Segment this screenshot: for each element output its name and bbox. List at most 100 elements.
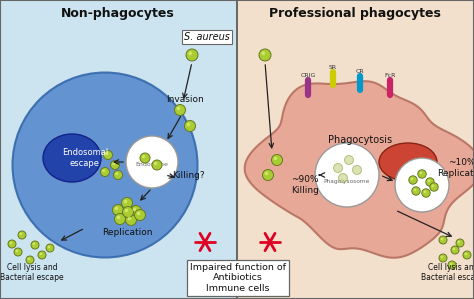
Circle shape	[450, 263, 452, 265]
Text: FcR: FcR	[384, 73, 396, 78]
Circle shape	[14, 248, 22, 256]
Circle shape	[418, 170, 426, 178]
Circle shape	[117, 216, 120, 219]
Circle shape	[430, 183, 438, 191]
Circle shape	[46, 244, 54, 252]
Circle shape	[40, 253, 42, 255]
Circle shape	[259, 49, 271, 61]
Circle shape	[456, 239, 464, 247]
Circle shape	[184, 120, 195, 132]
Circle shape	[128, 217, 131, 220]
Text: Endosome: Endosome	[136, 161, 168, 167]
Circle shape	[453, 248, 455, 250]
Circle shape	[334, 164, 343, 173]
Ellipse shape	[379, 143, 437, 181]
Text: Cell lysis and
Bacterial escape: Cell lysis and Bacterial escape	[421, 263, 474, 282]
Circle shape	[112, 162, 115, 165]
Circle shape	[121, 198, 133, 208]
Circle shape	[423, 190, 426, 193]
Circle shape	[463, 251, 471, 259]
Circle shape	[451, 246, 459, 254]
Circle shape	[261, 51, 265, 55]
Circle shape	[18, 231, 26, 239]
Circle shape	[187, 123, 190, 126]
Circle shape	[439, 236, 447, 244]
Circle shape	[102, 169, 105, 172]
Circle shape	[441, 238, 443, 240]
Circle shape	[16, 250, 18, 252]
Circle shape	[135, 210, 146, 220]
Circle shape	[122, 207, 134, 217]
Polygon shape	[245, 81, 474, 258]
Circle shape	[105, 152, 108, 155]
Text: Replication: Replication	[102, 228, 152, 237]
Circle shape	[47, 245, 50, 248]
Circle shape	[110, 161, 119, 170]
Text: S. aureus: S. aureus	[184, 32, 230, 42]
Circle shape	[272, 155, 283, 166]
Circle shape	[31, 241, 39, 249]
Text: Endosomal
escape: Endosomal escape	[62, 148, 108, 168]
Circle shape	[263, 170, 273, 181]
Circle shape	[142, 155, 145, 158]
Circle shape	[431, 184, 434, 187]
Circle shape	[115, 172, 118, 175]
Circle shape	[38, 251, 46, 259]
Circle shape	[137, 212, 140, 215]
Text: Impaired function of
Antibiotics
Immune cells: Impaired function of Antibiotics Immune …	[190, 263, 286, 293]
Circle shape	[345, 155, 354, 164]
Circle shape	[130, 205, 142, 216]
Circle shape	[315, 143, 379, 207]
Circle shape	[126, 214, 137, 225]
Circle shape	[419, 172, 422, 174]
Circle shape	[115, 213, 126, 225]
Circle shape	[457, 241, 460, 243]
Text: Non-phagocytes: Non-phagocytes	[61, 7, 175, 21]
Circle shape	[428, 179, 430, 182]
Circle shape	[426, 178, 434, 186]
Circle shape	[140, 153, 150, 163]
Circle shape	[133, 208, 136, 211]
Circle shape	[26, 256, 34, 264]
Circle shape	[115, 207, 118, 210]
Circle shape	[412, 187, 420, 195]
Circle shape	[154, 162, 157, 165]
Circle shape	[126, 136, 178, 188]
Circle shape	[103, 150, 112, 159]
Circle shape	[27, 258, 30, 260]
Circle shape	[112, 205, 124, 216]
Circle shape	[422, 189, 430, 197]
Circle shape	[264, 172, 268, 175]
Circle shape	[186, 49, 198, 61]
Text: Killing?: Killing?	[172, 170, 205, 179]
Text: CR: CR	[356, 69, 365, 74]
Circle shape	[273, 157, 277, 160]
Circle shape	[8, 240, 16, 248]
Bar	[0, 0, 237, 299]
Circle shape	[439, 254, 447, 262]
Circle shape	[19, 233, 22, 235]
Circle shape	[100, 167, 109, 176]
Bar	[237, 0, 474, 299]
Text: Invasion: Invasion	[166, 95, 204, 104]
Circle shape	[409, 176, 417, 184]
Circle shape	[174, 104, 185, 115]
Circle shape	[441, 256, 443, 258]
Text: ~90%
Killing: ~90% Killing	[291, 175, 319, 195]
Text: Phagocytosis: Phagocytosis	[328, 135, 392, 145]
Circle shape	[152, 160, 162, 170]
Circle shape	[9, 242, 12, 244]
Text: ~10%
Replication: ~10% Replication	[437, 158, 474, 178]
Text: Phagolysosome: Phagolysosome	[324, 179, 370, 184]
Circle shape	[177, 107, 180, 110]
Circle shape	[124, 200, 127, 203]
Text: Professional phagocytes: Professional phagocytes	[269, 7, 441, 21]
Circle shape	[188, 51, 192, 55]
Text: SR: SR	[329, 65, 337, 70]
Text: Cell lysis and
Bacterial escape: Cell lysis and Bacterial escape	[0, 263, 64, 282]
Circle shape	[338, 173, 347, 182]
Circle shape	[448, 261, 456, 269]
Circle shape	[410, 178, 413, 180]
Circle shape	[125, 209, 128, 212]
Circle shape	[395, 158, 449, 212]
